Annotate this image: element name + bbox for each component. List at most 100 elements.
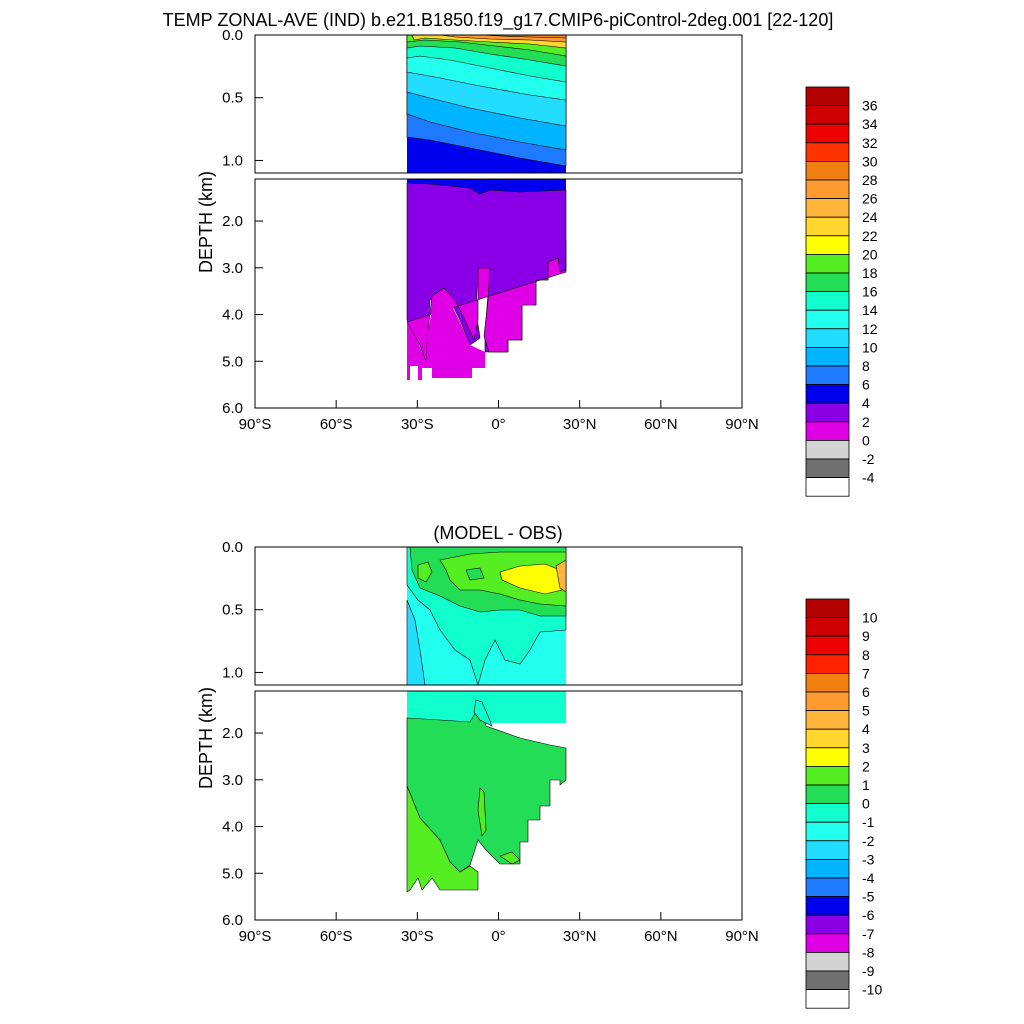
colorbar-swatch <box>805 877 850 898</box>
colorbar-swatch <box>805 896 850 916</box>
colorbar-label: 2 <box>862 758 870 774</box>
colorbar-label: 7 <box>862 665 870 681</box>
panel2-lower-field <box>254 690 743 921</box>
colorbar-swatch <box>805 160 850 181</box>
colorbar-swatch <box>805 365 850 386</box>
y-tick-label: 1.0 <box>222 664 243 681</box>
colorbar-label: 5 <box>862 703 870 719</box>
panel2-ylabel: DEPTH (km) <box>196 687 216 789</box>
colorbar-label: 14 <box>862 302 878 318</box>
colorbar-label: 20 <box>862 246 878 262</box>
panel-temperature: TEMP ZONAL-AVE (IND) b.e21.B1850.f19_g17… <box>163 10 878 497</box>
panel-difference: (MODEL - OBS) 90°S 60°S 30°S 0° 30°N 60°N 90°N… <box>196 523 882 1009</box>
colorbar-label: -10 <box>862 982 882 998</box>
y-tick-label: 1.0 <box>222 152 243 169</box>
colorbar-label: -6 <box>862 907 875 923</box>
colorbar-label: 30 <box>862 153 878 169</box>
colorbar-swatch <box>805 914 850 935</box>
colorbar-swatch <box>805 142 850 162</box>
panel1-title: TEMP ZONAL-AVE (IND) b.e21.B1850.f19_g17… <box>163 10 834 31</box>
colorbar-label: -3 <box>862 851 875 867</box>
x-tick-label: 0° <box>491 928 505 945</box>
field-band <box>473 699 493 727</box>
colorbar-label: 1 <box>862 777 870 793</box>
colorbar-label: 6 <box>862 377 870 393</box>
y-tick-label: 5.0 <box>222 865 243 882</box>
colorbar-label: 8 <box>862 647 870 663</box>
x-tick-label: 0° <box>491 416 505 433</box>
colorbar-swatch <box>805 458 850 479</box>
x-tick-label: 30°S <box>401 416 434 433</box>
y-tick-label: 4.0 <box>222 819 243 836</box>
colorbar-swatch <box>805 198 850 218</box>
colorbar-label: 12 <box>862 321 878 337</box>
colorbar-swatch <box>805 803 850 823</box>
x-tick-label: 30°N <box>563 928 597 945</box>
y-tick-label: 2.0 <box>222 725 243 742</box>
x-tick-label: 30°S <box>401 928 434 945</box>
field-band <box>499 851 521 865</box>
colorbar-label: 10 <box>862 610 878 626</box>
colorbar-swatch <box>805 105 850 125</box>
colorbar-label: -2 <box>862 833 875 849</box>
panel2-title: (MODEL - OBS) <box>433 523 562 543</box>
colorbar-swatch <box>805 253 850 274</box>
field-band <box>406 785 479 893</box>
colorbar-label: -7 <box>862 926 875 942</box>
panel2-upper-field <box>254 546 743 687</box>
field-band <box>407 298 485 380</box>
y-tick-label: 5.0 <box>222 353 243 370</box>
colorbar-swatch <box>805 477 850 497</box>
colorbar-swatch <box>805 952 850 972</box>
field-band <box>477 787 487 837</box>
colorbar-label: 28 <box>862 172 878 188</box>
colorbar-swatch <box>805 86 850 107</box>
field-band <box>407 179 566 194</box>
colorbar-swatch <box>805 617 850 637</box>
x-tick-label: 90°S <box>239 416 272 433</box>
panel1-ylabel: DEPTH (km) <box>196 171 216 273</box>
colorbar-label: 16 <box>862 284 878 300</box>
colorbar-label: 34 <box>862 116 878 132</box>
colorbar-label: 0 <box>862 796 870 812</box>
colorbar-label: -4 <box>862 470 875 486</box>
colorbar-swatch <box>805 635 850 656</box>
colorbar-label: 8 <box>862 358 870 374</box>
colorbar-swatch <box>805 216 850 237</box>
colorbar-swatch <box>805 933 850 953</box>
colorbar-swatch <box>805 784 850 805</box>
colorbar-swatch <box>805 421 850 441</box>
colorbar-swatch <box>805 384 850 404</box>
colorbar-label: 10 <box>862 339 878 355</box>
panel2-axes: 90°S 60°S 30°S 0° 30°N 60°N 90°N 0.0 0.5 1.0 2.0 3.… <box>222 539 759 945</box>
x-tick-label: 90°N <box>725 416 759 433</box>
field-band <box>417 561 433 583</box>
colorbar-label: 0 <box>862 432 870 448</box>
x-tick-label: 90°S <box>239 928 272 945</box>
colorbar-swatch <box>805 859 850 879</box>
colorbar-swatch <box>805 291 850 311</box>
y-tick-label: 0.0 <box>222 539 243 556</box>
x-tick-label: 60°N <box>644 928 678 945</box>
colorbar-label: 22 <box>862 228 878 244</box>
colorbar-swatch <box>805 747 850 767</box>
colorbar-label: -2 <box>862 451 875 467</box>
x-tick-label: 30°N <box>563 416 597 433</box>
colorbar-label: 18 <box>862 265 878 281</box>
colorbar-swatch <box>805 309 850 330</box>
x-tick-label: 60°S <box>320 928 353 945</box>
colorbar-swatch <box>805 402 850 423</box>
colorbar-swatch <box>805 840 850 860</box>
y-tick-label: 3.0 <box>222 260 243 277</box>
colorbar-swatch <box>805 821 850 842</box>
colorbar-label: 4 <box>862 721 870 737</box>
colorbar-label: 4 <box>862 395 870 411</box>
colorbar-label: -5 <box>862 889 875 905</box>
field-band <box>499 563 563 595</box>
colorbar-label: 2 <box>862 414 870 430</box>
colorbar-label: 32 <box>862 135 878 151</box>
y-tick-label: 6.0 <box>222 912 243 929</box>
